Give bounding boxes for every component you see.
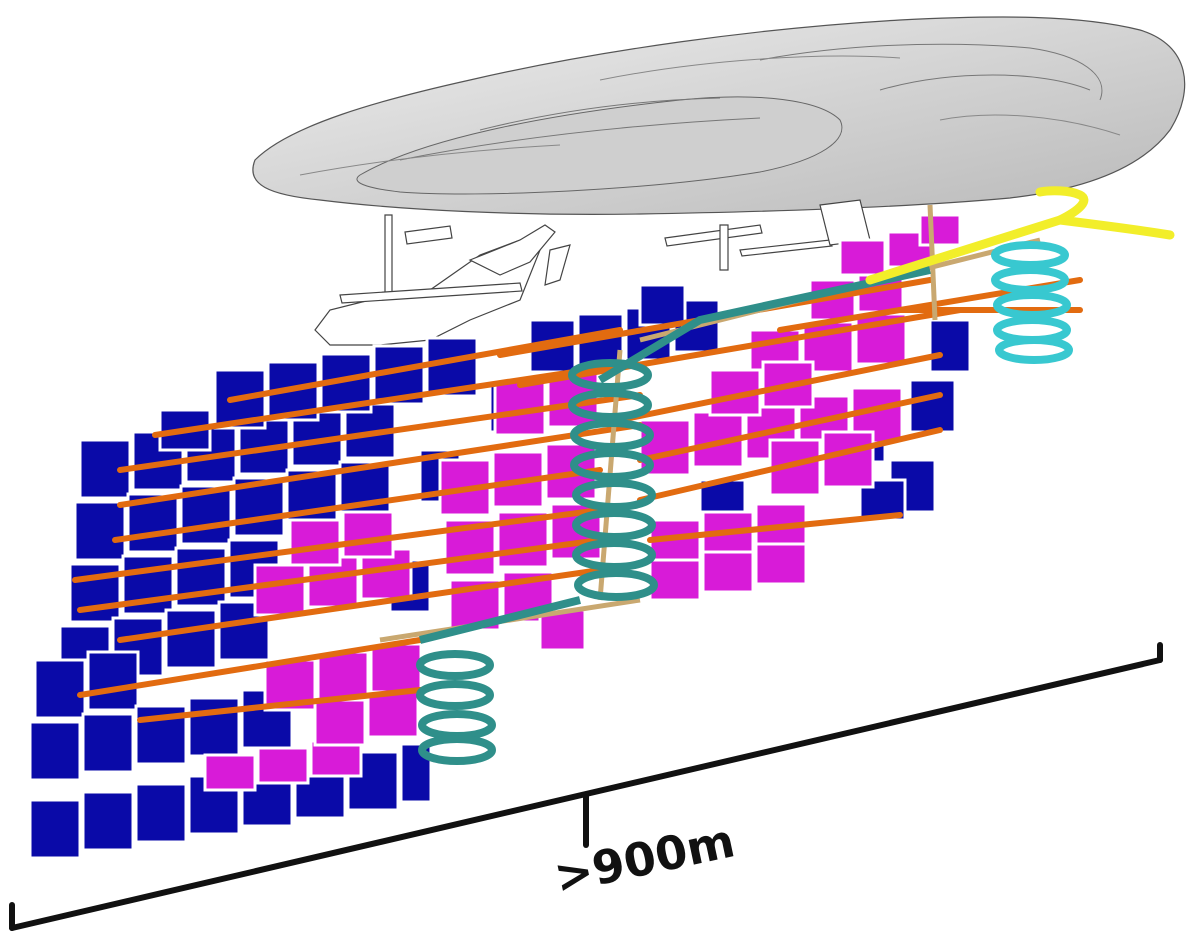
- underground-workings-outline: [314, 199, 871, 346]
- scale-bar-label: >900m: [550, 813, 740, 904]
- open-pit-surface: [252, 16, 1186, 215]
- portal-decline-yellow: [865, 186, 1175, 285]
- decline-spiral-teal: [416, 266, 931, 765]
- scale-bar: [9, 642, 1163, 931]
- decline-spiral-cyan: [991, 241, 1073, 364]
- drives-orange: [72, 277, 1083, 723]
